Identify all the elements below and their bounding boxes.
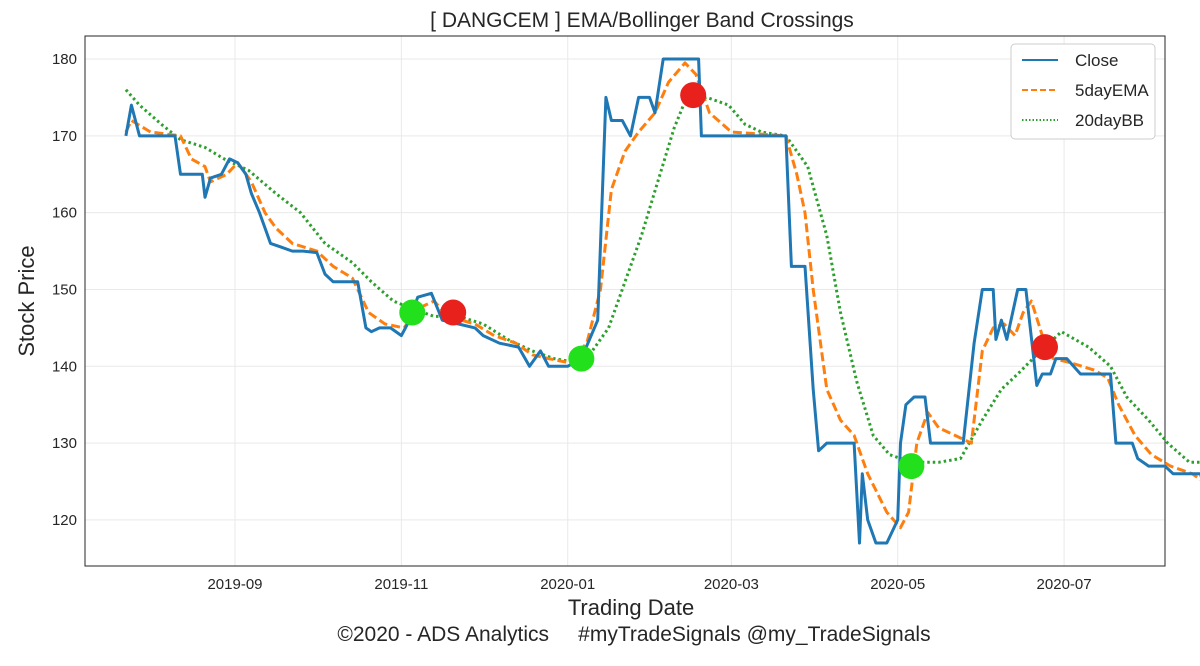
legend-label-close: Close — [1075, 51, 1118, 70]
legend-box — [1010, 43, 1156, 140]
sell-signal-marker — [440, 299, 467, 326]
y-tick-label: 180 — [52, 51, 77, 68]
buy-signal-marker — [898, 453, 925, 480]
legend-label-20daybb: 20dayBB — [1075, 111, 1144, 130]
series-line-5dayema — [124, 61, 1200, 530]
sell-signal-marker — [680, 82, 707, 109]
y-tick-label: 160 — [52, 205, 77, 222]
x-tick-label: 2020-03 — [704, 576, 759, 593]
legend: Close 5dayEMA 20dayBB — [1010, 43, 1156, 140]
series-line-20daybb — [124, 88, 1200, 464]
buy-signal-marker — [399, 299, 426, 326]
plot-frame — [84, 35, 1166, 567]
legend-label-5dayema: 5dayEMA — [1075, 81, 1149, 100]
y-tick-label: 140 — [52, 358, 77, 375]
grid-lines — [85, 36, 1165, 566]
x-tick-label: 2019-11 — [374, 576, 428, 593]
sell-signal-marker — [1032, 334, 1058, 361]
buy-signal-marker — [568, 345, 595, 372]
series-layer — [124, 57, 1200, 545]
x-tick-label: 2019-09 — [207, 576, 262, 593]
x-tick-label: 2020-01 — [540, 576, 595, 593]
x-axis-label: Trading Date — [568, 595, 694, 620]
x-tick-label: 2020-05 — [870, 576, 925, 593]
y-tick-label: 170 — [52, 128, 77, 145]
signal-markers — [399, 82, 1058, 480]
x-axis-ticks: 2019-09 2019-11 2020-01 2020-03 2020-05 2020-… — [207, 576, 1091, 593]
y-tick-label: 150 — [52, 281, 77, 298]
y-axis-label: Stock Price — [14, 245, 39, 356]
y-tick-label: 130 — [52, 435, 77, 452]
footer-credit: ©2020 - ADS Analytics #myTradeSignals @m… — [337, 623, 930, 646]
series-line-close — [124, 57, 1200, 545]
y-tick-label: 120 — [52, 512, 77, 529]
y-axis-ticks: 120 130 140 150 160 170 180 — [52, 51, 77, 529]
chart-title: [ DANGCEM ] EMA/Bollinger Band Crossings — [430, 9, 854, 32]
x-tick-label: 2020-07 — [1037, 576, 1092, 593]
